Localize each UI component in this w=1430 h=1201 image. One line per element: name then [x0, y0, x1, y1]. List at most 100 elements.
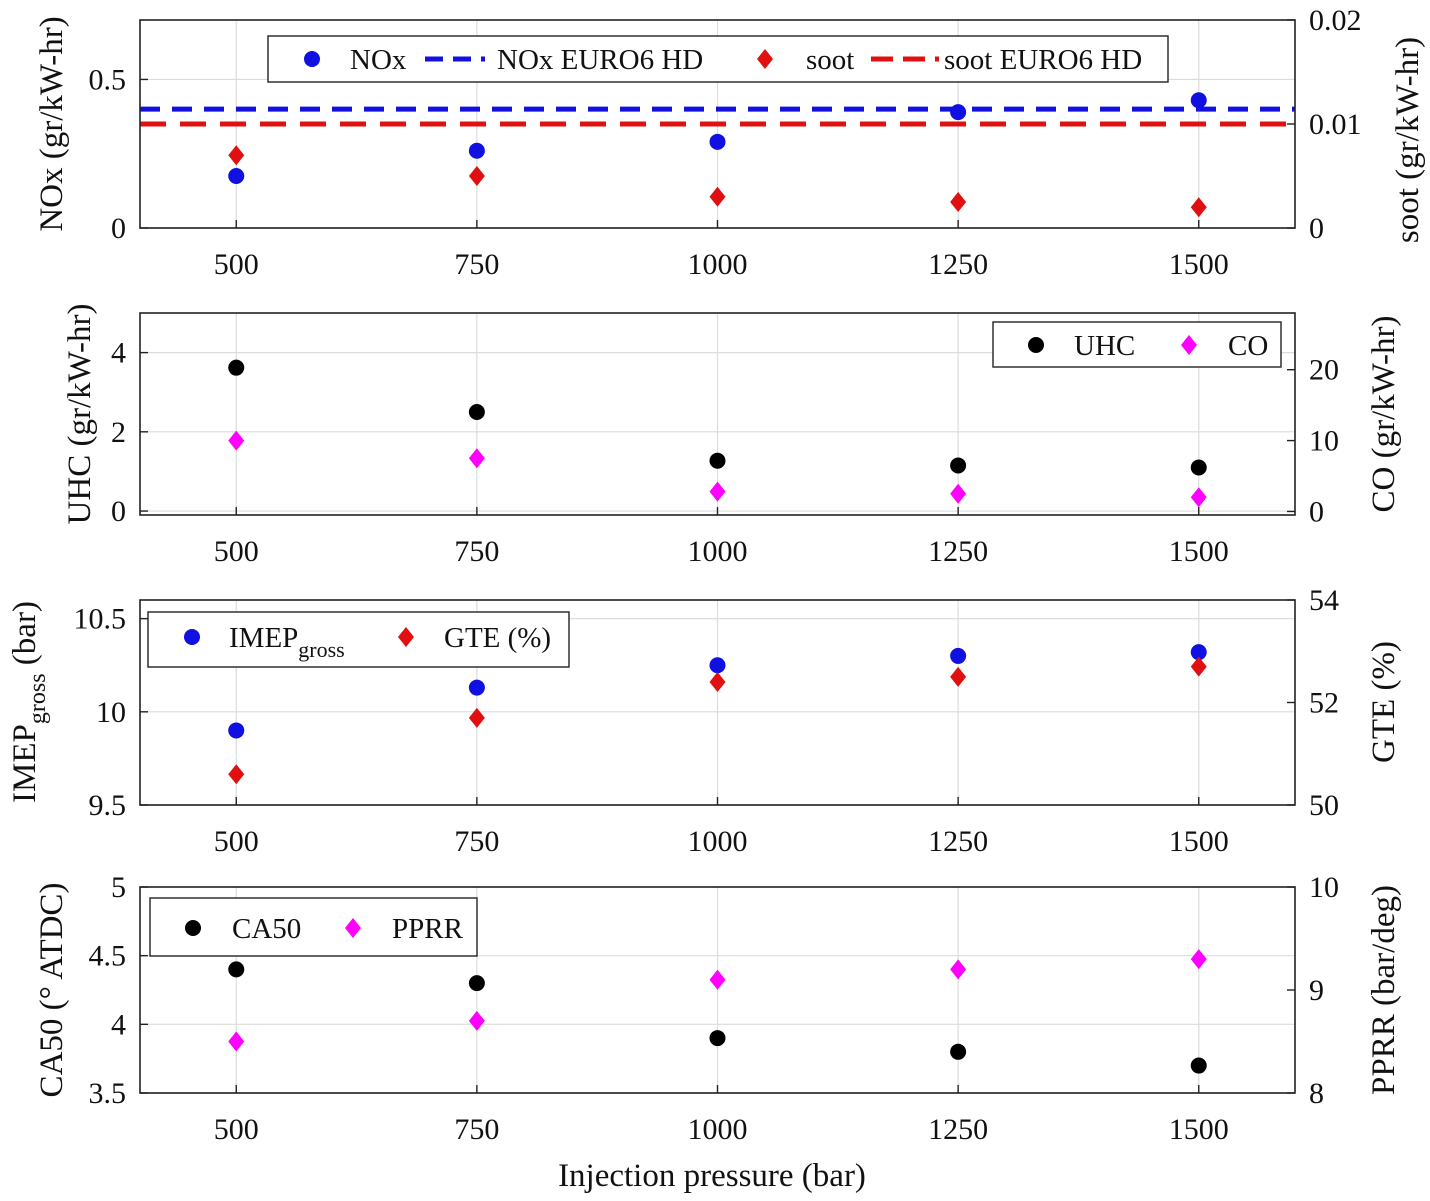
- y-right-tick-label: 54: [1309, 584, 1339, 617]
- uhc-point: [950, 457, 967, 474]
- panel-imep-gte-marks: [228, 644, 1207, 785]
- x-tick-label: 1500: [1169, 1113, 1229, 1146]
- legend-imep-label-sub: gross: [298, 637, 344, 662]
- legend-pprr-marker: [345, 918, 361, 938]
- y-left-tick-label: 3.5: [89, 1077, 127, 1110]
- gte-point: [468, 707, 485, 728]
- panel-uhc-co-ticks: 500 750 1000 1250 1500 0 2 4 0 10 20: [111, 337, 1339, 568]
- x-tick-label: 1250: [928, 1113, 988, 1146]
- x-tick-label: 1250: [928, 825, 988, 858]
- legend-uhc-marker: [1028, 337, 1044, 353]
- x-tick-label: 750: [454, 248, 499, 281]
- legend-box: [267, 35, 1169, 83]
- legend-co-marker: [1181, 335, 1197, 355]
- x-tick-label: 1000: [688, 1113, 748, 1146]
- imep-axis-label: IMEPgross (bar): [7, 601, 51, 803]
- y-right-tick-label: 0: [1309, 212, 1324, 245]
- x-axis-label: Injection pressure (bar): [558, 1158, 866, 1194]
- panel-uhc-co-marks: [228, 359, 1207, 508]
- legend-nox-soot: NOx NOx EURO6 HD soot soot EURO6 HD: [267, 35, 1169, 83]
- x-tick-label: 500: [214, 248, 259, 281]
- legend-imep-label: IMEPgross: [229, 622, 345, 662]
- legend-pprr-label: PPRR: [392, 913, 464, 945]
- ca50-point: [950, 1043, 967, 1060]
- ca50-point: [468, 975, 485, 992]
- uhc-point: [709, 452, 726, 469]
- x-tick-label: 500: [214, 1113, 259, 1146]
- panel-ca50-pprr-ticks: 500 750 1000 1250 1500 3.5 4 4.5 5 8 9 10: [89, 871, 1340, 1146]
- imep-point: [228, 722, 245, 739]
- x-tick-label: 1500: [1169, 248, 1229, 281]
- x-tick-label: 500: [214, 535, 259, 568]
- soot-point: [709, 186, 726, 207]
- x-tick-label: 1250: [928, 248, 988, 281]
- soot-point: [468, 166, 485, 186]
- pprr-point: [950, 959, 967, 980]
- y-right-tick-label: 20: [1309, 354, 1339, 387]
- co-point: [468, 448, 485, 469]
- soot-axis-label: soot (gr/kW-hr): [1390, 37, 1426, 243]
- legend-uhc-label: UHC: [1074, 330, 1135, 362]
- imep-point: [709, 657, 726, 674]
- panel-ca50-pprr-marks: [228, 949, 1207, 1074]
- co-point: [709, 481, 726, 502]
- soot-point: [950, 192, 967, 212]
- panel-nox-soot-lines: [140, 106, 1295, 127]
- x-tick-label: 750: [454, 1113, 499, 1146]
- x-tick-label: 500: [214, 825, 259, 858]
- uhc-point: [1190, 459, 1207, 476]
- x-tick-label: 1500: [1169, 825, 1229, 858]
- co-point: [228, 430, 245, 451]
- legend-ca50-marker: [185, 920, 201, 936]
- y-right-tick-label: 10: [1309, 425, 1339, 458]
- y-left-tick-label: 4.5: [89, 940, 127, 973]
- uhc-point: [228, 359, 245, 376]
- y-left-tick-label: 0.5: [89, 63, 127, 96]
- ca50-point: [709, 1030, 726, 1047]
- legend-nox-label: NOx: [350, 44, 407, 76]
- panel-nox-soot-marks: [228, 92, 1207, 218]
- y-left-tick-label: 10: [96, 696, 126, 729]
- pprr-point: [709, 969, 726, 990]
- panel-nox-soot: 500 750 1000 1250 1500 0 0.5 0 0.01 0.02 NOx (gr/…: [34, 4, 1426, 281]
- imep-axis-label-suffix: (bar): [7, 601, 43, 673]
- soot-point: [1190, 197, 1207, 218]
- legend-soot-marker: [757, 49, 773, 69]
- nox-point: [1190, 92, 1207, 109]
- panel-nox-soot-ticks: 500 750 1000 1250 1500 0 0.5 0 0.01 0.02: [89, 4, 1362, 281]
- legend-gte-marker: [398, 627, 414, 647]
- gte-point: [1190, 656, 1207, 677]
- nox-point: [228, 168, 245, 184]
- y-left-tick-label: 0: [111, 495, 126, 528]
- y-right-tick-label: 0: [1309, 495, 1324, 528]
- imep-point: [1190, 644, 1207, 661]
- imep-point: [950, 647, 967, 664]
- pprr-axis-label: PPRR (bar/deg): [1366, 885, 1402, 1095]
- y-right-tick-label: 10: [1309, 871, 1339, 904]
- uhc-axis-label: UHC (gr/kW-hr): [62, 304, 98, 525]
- imep-axis-label-sub: gross: [25, 673, 51, 724]
- imep-axis-label-main: IMEP: [7, 724, 43, 803]
- gte-point: [228, 764, 245, 785]
- y-right-tick-label: 0.01: [1309, 108, 1362, 141]
- y-right-tick-label: 52: [1309, 687, 1339, 720]
- ca50-point: [1190, 1057, 1207, 1074]
- nox-point: [468, 142, 485, 159]
- legend-soot-label: soot: [806, 44, 854, 76]
- x-tick-label: 1000: [688, 535, 748, 568]
- ca50-axis-label: CA50 (° ATDC): [34, 883, 70, 1098]
- nox-point: [950, 104, 967, 121]
- y-left-tick-label: 5: [111, 871, 126, 904]
- panel-ca50-pprr: 500 750 1000 1250 1500 3.5 4 4.5 5 8 9 10 CA50 (° A…: [34, 871, 1402, 1194]
- panel-imep-gte-ticks: 500 750 1000 1250 1500 9.5 10 10.5 50 52 54: [74, 584, 1340, 858]
- panel-uhc-co: 500 750 1000 1250 1500 0 2 4 0 10 20 UHC (gr/kW-hr…: [62, 304, 1402, 568]
- co-point: [1190, 487, 1207, 508]
- imep-point: [468, 679, 485, 696]
- legend-nox-marker: [304, 51, 320, 67]
- x-tick-label: 1250: [928, 535, 988, 568]
- y-right-tick-label: 8: [1309, 1077, 1324, 1110]
- pprr-point: [228, 1031, 245, 1052]
- legend-soot-euro6-label: soot EURO6 HD: [944, 44, 1142, 76]
- soot-point: [228, 145, 245, 166]
